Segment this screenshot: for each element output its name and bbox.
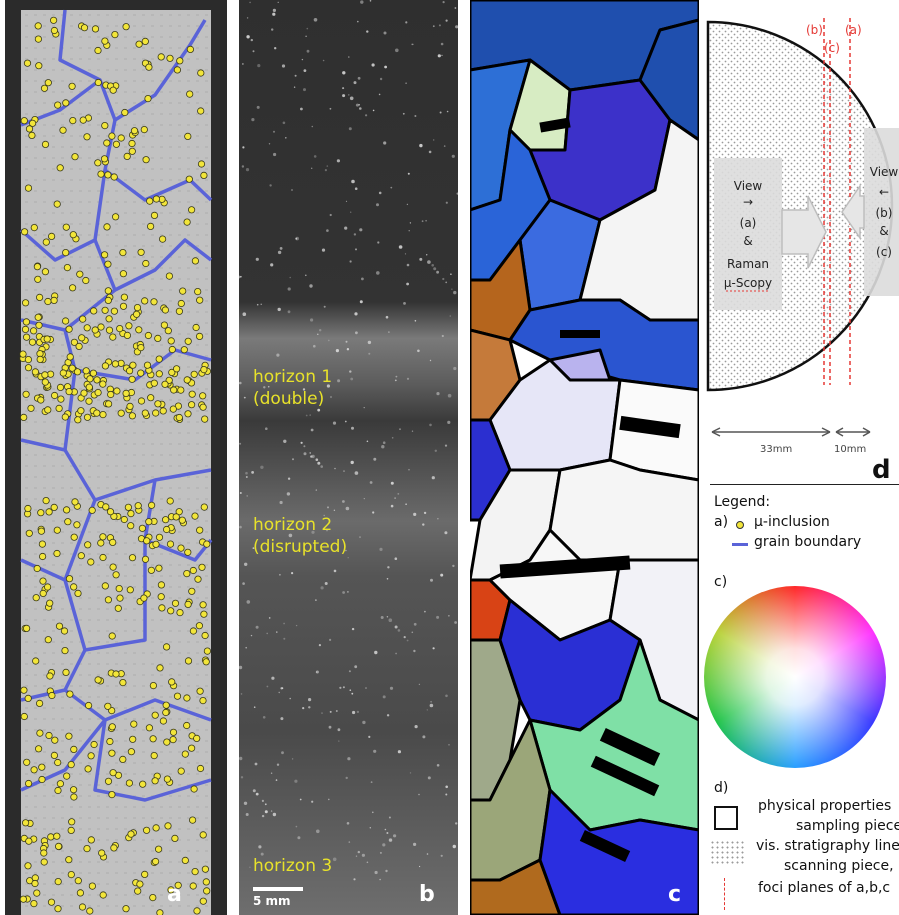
legend-physical-1: physical properties: [758, 798, 892, 814]
view-right-line: (b): [876, 206, 893, 220]
legend-strat-1: vis. stratigraphy line: [756, 838, 899, 854]
view-left-line: &: [743, 234, 752, 248]
legend-grain-boundary: grain boundary: [754, 534, 862, 550]
sample-schematic: (b) (c) (a) View → (a) & Raman µ-Scopy V…: [706, 18, 899, 480]
legend-c-prefix: c): [714, 574, 728, 590]
color-wheel-key: [704, 586, 886, 768]
panel-b-label: b: [419, 882, 435, 907]
inclusion-swatch-icon: [736, 521, 744, 529]
panel-d-label: d: [872, 455, 891, 480]
legend-inclusion: µ-inclusion: [754, 514, 830, 530]
legend-title: Legend:: [714, 494, 771, 510]
panel-a-label: a: [167, 882, 182, 907]
view-box-right: [864, 128, 899, 296]
legend-a-prefix: a): [714, 514, 729, 530]
scan-image: [239, 0, 458, 915]
panel-a-inclusion-map: a: [5, 0, 227, 915]
dimension-lines: [711, 427, 871, 437]
physical-properties-swatch-icon: [714, 806, 738, 830]
view-right-line: (c): [876, 245, 892, 259]
panel-d-schematic: (b) (c) (a) View → (a) & Raman µ-Scopy V…: [700, 0, 899, 915]
dim-10mm: 10mm: [834, 444, 866, 455]
view-left-line: View: [734, 179, 763, 193]
view-box-left: [714, 158, 782, 310]
view-left-line: →: [743, 195, 753, 209]
horizon-2-label: horizon 2 (disrupted): [253, 515, 348, 557]
legend-d-prefix: d): [714, 780, 729, 796]
view-arrow-right-icon: [781, 195, 827, 269]
foci-plane-swatch-icon: [724, 878, 725, 910]
panel-b-scan: horizon 1 (double) horizon 2 (disrupted) h…: [239, 0, 458, 915]
inclusion-dots: [19, 16, 211, 915]
horizon-1-label: horizon 1 (double): [253, 367, 333, 409]
inclusion-map-image: [5, 0, 227, 915]
plane-label-b: (b): [806, 23, 823, 37]
legend-physical-2: sampling piece: [796, 818, 899, 834]
panel-c-label: c: [668, 882, 682, 907]
divider: [710, 484, 899, 485]
legend-foci: foci planes of a,b,c: [758, 880, 891, 896]
plane-label-a: (a): [845, 23, 862, 37]
view-right-line: &: [879, 224, 888, 238]
view-arrow-left-icon: [841, 183, 865, 241]
view-right-line: ←: [879, 185, 889, 199]
orientation-map-image: [470, 0, 699, 915]
view-left-line: µ-Scopy: [724, 276, 772, 290]
grain-boundary-swatch-icon: [732, 543, 748, 546]
view-left-line: (a): [740, 216, 757, 230]
view-right-line: View: [870, 165, 899, 179]
plane-label-c: (c): [824, 41, 840, 55]
dim-33mm: 33mm: [760, 444, 792, 455]
view-left-line: Raman: [727, 257, 769, 271]
panel-c-orientation-map: c: [470, 0, 699, 915]
stratigraphy-swatch-icon: [710, 840, 746, 864]
legend-strat-2: scanning piece, b: [784, 858, 899, 874]
scale-bar-label: 5 mm: [253, 894, 291, 908]
horizon-3-label: horizon 3: [253, 856, 333, 876]
